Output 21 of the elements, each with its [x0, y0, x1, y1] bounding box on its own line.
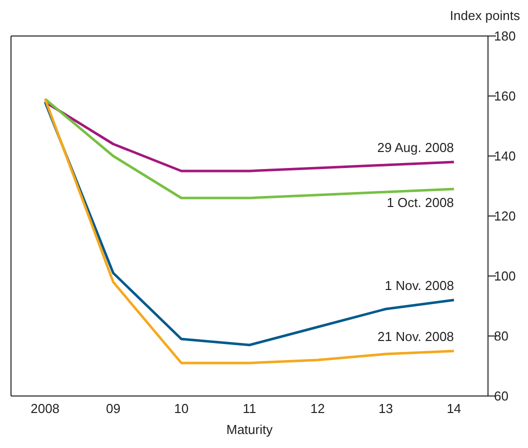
y-tick-label: 160 — [494, 88, 516, 104]
y-tick-label: 120 — [494, 208, 516, 224]
x-axis-title: Maturity — [226, 422, 274, 437]
x-tick-label: 2008 — [30, 401, 60, 416]
line-series — [44, 98, 456, 200]
series-label: 29 Aug. 2008 — [377, 140, 454, 155]
series-label: 21 Nov. 2008 — [378, 329, 454, 344]
x-tick-label: 12 — [310, 401, 325, 416]
y-tick-label: 180 — [494, 28, 516, 44]
y-tick-label: 100 — [494, 268, 516, 284]
y-tick-label: 60 — [494, 388, 508, 404]
series-label: 1 Oct. 2008 — [386, 195, 454, 210]
x-tick-label: 10 — [174, 401, 189, 416]
y-axis-title: Index points — [450, 8, 520, 23]
y-tick-label: 140 — [494, 148, 516, 164]
series-label: 1 Nov. 2008 — [384, 278, 454, 293]
x-tick-label: 13 — [378, 401, 394, 416]
x-tick-label: 11 — [242, 401, 256, 416]
x-tick-label: 14 — [446, 401, 462, 416]
x-tick-label: 09 — [106, 401, 120, 416]
y-tick-label: 80 — [494, 328, 508, 344]
